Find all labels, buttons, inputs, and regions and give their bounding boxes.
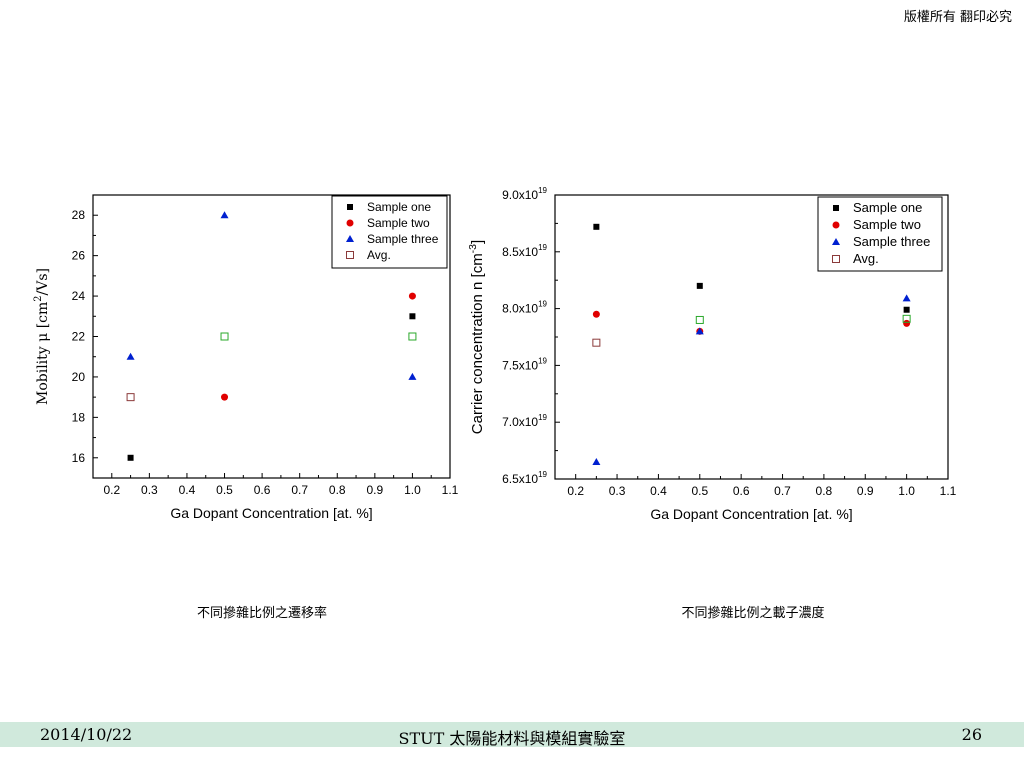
carrier-caption: 不同摻雜比例之載子濃度 (681, 606, 825, 621)
mobility-legend-label: Avg. (367, 248, 391, 262)
carrier-concentration-chart: 0.2 0.3 0.4 0.5 0.6 0.7 0.8 0.9 1.0 1.1 6.5x1019 7.… (467, 186, 957, 522)
mobility-x-tick-label: 0.6 (254, 483, 271, 497)
carrier-point-triangle (695, 327, 704, 335)
mobility-x-tick-label: 0.2 (103, 483, 120, 497)
mobility-legend-label: Sample one (367, 200, 431, 214)
mobility-x-tick-label: 0.4 (179, 483, 196, 497)
carrier-point-open-square (592, 338, 601, 347)
mobility-y-tick-label: 22 (72, 330, 86, 344)
carrier-y-tick-label: 6.5x1019 (502, 470, 547, 486)
mobility-x-tick-label: 1.0 (404, 483, 421, 497)
carrier-point-square (903, 306, 910, 313)
mobility-x-tick-label: 0.7 (291, 483, 308, 497)
mobility-legend-marker (346, 251, 354, 259)
carrier-x-tick-label: 0.2 (567, 484, 584, 498)
carrier-legend-label: Sample two (853, 217, 921, 232)
footer-title: STUT 太陽能材料與模組實驗室 (398, 729, 626, 748)
carrier-x-tick-label: 0.4 (650, 484, 667, 498)
mobility-legend-marker (347, 204, 353, 210)
mobility-point-open-square (126, 393, 135, 402)
carrier-x-tick-label: 1.1 (940, 484, 957, 498)
mobility-x-axis-label: Ga Dopant Concentration [at. %] (170, 505, 372, 521)
mobility-point-square (127, 454, 134, 461)
carrier-legend-marker (832, 255, 840, 263)
carrier-point-open-square (902, 314, 911, 323)
mobility-y-axis-label: Mobility μ [cm2/Vs] (33, 268, 51, 405)
carrier-point-triangle (592, 457, 601, 465)
carrier-legend-label: Sample one (853, 200, 922, 215)
carrier-y-tick-label: 9.0x1019 (502, 186, 547, 202)
mobility-x-tick-label: 0.5 (216, 483, 233, 497)
carrier-y-tick-label: 7.5x1019 (502, 356, 547, 372)
carrier-legend-marker (833, 205, 839, 211)
mobility-y-tick-label: 26 (72, 249, 86, 263)
carrier-point-triangle (902, 294, 911, 302)
mobility-point-circle (221, 393, 229, 401)
carrier-x-tick-label: 0.7 (774, 484, 791, 498)
carrier-legend-marker (832, 238, 840, 245)
carrier-point-open-square (695, 315, 704, 324)
carrier-point-square (593, 223, 600, 230)
mobility-legend-marker (346, 235, 354, 242)
mobility-y-tick-label: 28 (72, 208, 86, 222)
carrier-legend-label: Sample three (853, 234, 930, 249)
carrier-y-axis-label: Carrier concentration n [cm-3] (467, 240, 486, 434)
carrier-x-tick-label: 0.5 (691, 484, 708, 498)
mobility-chart: 0.2 0.3 0.4 0.5 0.6 0.7 0.8 0.9 1.0 1.1 16 18 20 22 24… (33, 194, 459, 521)
footer-bar: STUT 太陽能材料與模組實驗室 2014/10/22 26 (0, 722, 1024, 748)
mobility-point-open-square (408, 332, 417, 341)
mobility-point-circle (408, 292, 416, 300)
mobility-x-tick-label: 0.8 (329, 483, 346, 497)
footer-date: 2014/10/22 (40, 725, 133, 744)
mobility-point-open-square (220, 332, 229, 341)
carrier-x-tick-label: 1.0 (898, 484, 915, 498)
mobility-point-triangle (126, 352, 135, 360)
carrier-point-square (696, 282, 703, 289)
carrier-y-tick-label: 8.5x1019 (502, 243, 547, 259)
carrier-legend-marker (832, 221, 840, 229)
mobility-point-triangle (220, 211, 229, 219)
mobility-point-square (409, 313, 416, 320)
carrier-x-tick-label: 0.3 (609, 484, 626, 498)
mobility-caption: 不同摻雜比例之遷移率 (196, 606, 327, 621)
carrier-x-tick-label: 0.6 (733, 484, 750, 498)
mobility-x-tick-label: 1.1 (442, 483, 459, 497)
mobility-y-tick-label: 20 (72, 370, 86, 384)
carrier-x-axis-label: Ga Dopant Concentration [at. %] (650, 506, 852, 522)
carrier-legend-label: Avg. (853, 251, 879, 266)
carrier-x-tick-label: 0.8 (816, 484, 833, 498)
carrier-y-tick-label: 7.0x1019 (502, 413, 547, 429)
mobility-y-tick-label: 16 (72, 451, 86, 465)
page-number: 26 (961, 725, 982, 744)
copyright-notice: 版權所有 翻印必究 (903, 10, 1012, 25)
carrier-y-tick-label: 8.0x1019 (502, 300, 547, 316)
mobility-legend-label: Sample two (367, 216, 430, 230)
mobility-x-tick-label: 0.3 (141, 483, 158, 497)
carrier-x-tick-label: 0.9 (857, 484, 874, 498)
mobility-legend-label: Sample three (367, 232, 439, 246)
mobility-y-tick-label: 18 (72, 410, 86, 424)
mobility-x-tick-label: 0.9 (366, 483, 383, 497)
mobility-legend-marker (346, 219, 354, 227)
carrier-point-circle (903, 319, 911, 327)
mobility-y-tick-label: 24 (72, 289, 86, 303)
carrier-point-circle (592, 310, 600, 318)
mobility-point-triangle (408, 372, 417, 380)
